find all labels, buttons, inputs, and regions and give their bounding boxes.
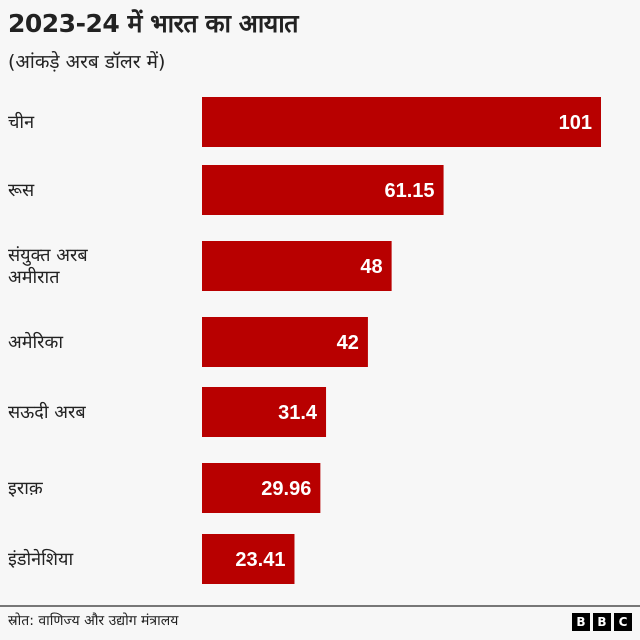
bar	[202, 317, 368, 367]
chart-title: 2023-24 में भारत का आयात	[8, 9, 299, 38]
category-label: सऊदी अरब	[8, 401, 86, 423]
data-label: 42	[337, 332, 359, 354]
chart-subtitle: (आंकड़े अरब डॉलर में)	[8, 51, 166, 73]
data-label: 29.96	[261, 478, 311, 500]
category-label: इंडोनेशिया	[8, 548, 73, 570]
bar	[202, 463, 321, 513]
bar	[202, 387, 327, 437]
bbc-logo-letter: B	[593, 613, 611, 631]
category-label: रूस	[8, 180, 35, 201]
category-label: अमीरात	[8, 266, 60, 288]
bar	[202, 534, 295, 584]
bbc-logo: B B C	[572, 613, 632, 631]
data-label: 101	[559, 112, 592, 134]
category-label: चीन	[8, 111, 35, 133]
footer-divider	[0, 605, 640, 607]
bar	[202, 97, 601, 147]
category-label: इराक़	[8, 478, 44, 499]
data-label: 61.15	[385, 180, 435, 202]
bbc-logo-letter: B	[572, 613, 590, 631]
bar	[202, 165, 444, 215]
category-label: संयुक्त अरब	[8, 245, 88, 266]
data-label: 48	[360, 256, 382, 278]
data-label: 31.4	[278, 402, 318, 424]
bar	[202, 241, 392, 291]
bbc-logo-letter: C	[614, 613, 632, 631]
source-note: स्रोत: वाणिज्य और उद्योग मंत्रालय	[8, 613, 179, 629]
data-label: 23.41	[235, 549, 285, 571]
category-label: अमेरिका	[8, 331, 63, 353]
